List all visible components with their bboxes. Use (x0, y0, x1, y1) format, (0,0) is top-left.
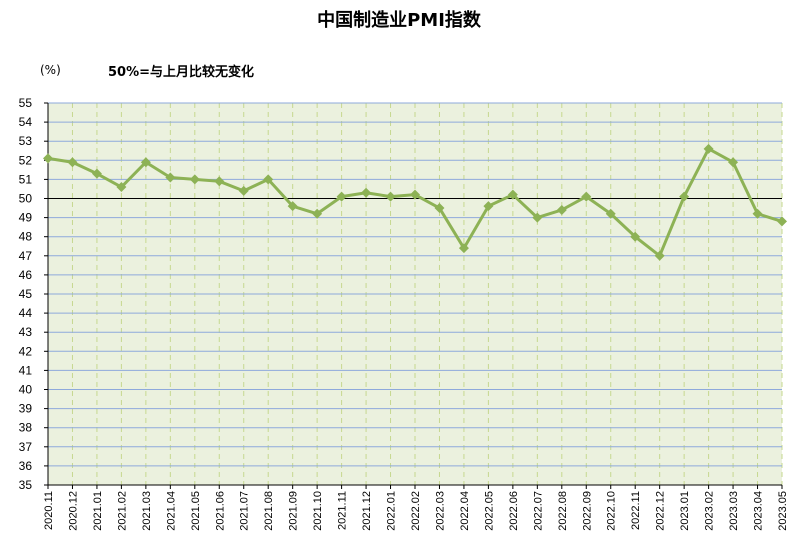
data-point (287, 201, 298, 212)
x-tick-label: 2021.02 (116, 491, 128, 531)
data-point (605, 208, 616, 219)
data-point (116, 182, 127, 193)
y-tick-label: 44 (19, 306, 33, 320)
data-point (654, 250, 665, 261)
x-tick-label: 2021.01 (92, 491, 104, 531)
y-tick-label: 41 (19, 363, 33, 377)
data-point (581, 191, 592, 202)
plot-area: 35 36 37 38 39 40 41 42 43 44 45 46 47 48 49 50 51 52 53 54… (19, 96, 789, 531)
x-tick-label: 2022.06 (508, 491, 520, 531)
data-point (630, 231, 641, 242)
data-point (507, 189, 518, 200)
y-tick-label: 47 (19, 249, 33, 263)
y-tick-label: 48 (19, 230, 33, 244)
y-tick-label: 51 (19, 172, 33, 186)
data-point (434, 203, 445, 214)
x-tick-label: 2020.12 (67, 491, 79, 531)
data-point (91, 168, 102, 179)
x-tick-label: 2021.10 (312, 491, 324, 531)
x-tick-label: 2022.10 (606, 491, 618, 531)
y-tick-label: 39 (19, 402, 33, 416)
data-point (483, 201, 494, 212)
data-point (361, 187, 372, 198)
data-point (165, 172, 176, 183)
x-tick-label: 2022.11 (630, 491, 642, 530)
y-tick-label: 55 (19, 96, 33, 110)
data-point (312, 208, 323, 219)
x-tick-label: 2023.02 (704, 491, 716, 531)
data-point (728, 157, 739, 168)
x-tick-label: 2022.02 (410, 491, 422, 531)
y-tick-label: 38 (19, 421, 33, 435)
y-tick-label: 46 (19, 268, 33, 282)
y-tick-label: 53 (19, 134, 33, 148)
x-tick-label: 2023.04 (753, 491, 765, 531)
y-tick-label: 45 (19, 287, 33, 301)
x-tick-label: 2020.11 (43, 491, 55, 530)
y-tick-label: 54 (19, 115, 33, 129)
data-point (556, 204, 567, 215)
data-point (238, 185, 249, 196)
y-tick-label: 35 (19, 478, 33, 492)
data-point (752, 208, 763, 219)
x-tick-label: 2022.03 (434, 491, 446, 531)
x-tick-label: 2022.07 (532, 491, 544, 531)
y-tick-label: 37 (19, 440, 33, 454)
reference-annotation: 50%=与上月比较无变化 (108, 64, 254, 80)
unit-label: (%) (40, 63, 61, 77)
y-tick-label: 42 (19, 344, 33, 358)
x-tick-label: 2021.09 (288, 491, 300, 531)
x-tick-label: 2022.01 (386, 491, 398, 531)
chart-title: 中国制造业PMI指数 (317, 9, 482, 31)
data-point (43, 153, 53, 164)
data-point (458, 243, 469, 254)
data-point (140, 157, 151, 168)
x-tick-label: 2022.05 (483, 491, 495, 531)
x-tick-label: 2021.03 (141, 491, 153, 531)
data-point (385, 191, 396, 202)
data-point (703, 143, 714, 154)
y-tick-label: 50 (19, 192, 33, 206)
data-point (67, 157, 78, 168)
x-tick-label: 2021.12 (361, 491, 373, 531)
x-tick-label: 2022.09 (581, 491, 593, 531)
x-tick-label: 2023.03 (728, 491, 740, 531)
x-tick-label: 2021.05 (190, 491, 202, 531)
x-tick-label: 2021.04 (165, 491, 177, 531)
y-tick-label: 36 (19, 459, 33, 473)
data-point (679, 191, 690, 202)
x-tick-label: 2022.04 (459, 491, 471, 531)
x-tick-label: 2022.12 (655, 491, 667, 531)
y-tick-label: 43 (19, 325, 33, 339)
x-tick-label: 2023.01 (679, 491, 691, 531)
y-tick-label: 52 (19, 153, 33, 167)
data-point (214, 176, 225, 187)
x-tick-label: 2022.08 (557, 491, 569, 531)
x-tick-label: 2021.06 (214, 491, 226, 531)
data-point (263, 174, 274, 185)
data-point (777, 216, 787, 227)
data-point (336, 191, 347, 202)
y-tick-label: 40 (19, 383, 33, 397)
x-tick-label: 2021.08 (263, 491, 275, 531)
data-point (532, 212, 543, 223)
x-tick-label: 2021.07 (239, 491, 251, 531)
data-point (189, 174, 200, 185)
x-tick-label: 2023.05 (777, 491, 789, 531)
x-tick-label: 2021.11 (337, 491, 349, 530)
data-point (410, 189, 420, 200)
y-tick-label: 49 (19, 211, 33, 225)
